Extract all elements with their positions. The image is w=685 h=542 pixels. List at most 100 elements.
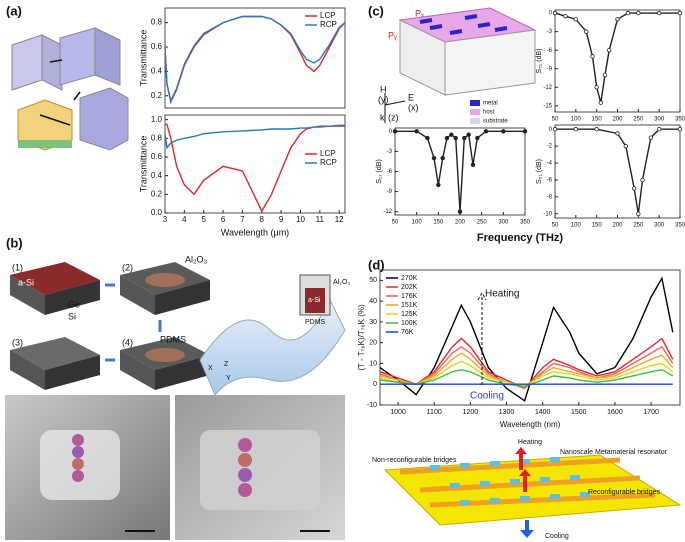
y-tick-label: -10	[367, 402, 377, 409]
x-tick-label: 7	[240, 215, 245, 224]
data-point	[640, 177, 645, 183]
legend-label: 100K	[401, 320, 418, 327]
y-tick-label: 1.0	[151, 115, 163, 124]
x-tick-label: 100	[571, 117, 582, 123]
inset-label: a-Si	[308, 297, 321, 304]
data-point	[615, 17, 620, 22]
period-label: Pₓ	[415, 8, 424, 18]
y-tick-label: 0.8	[151, 18, 163, 27]
data-point	[552, 10, 558, 16]
y-tick-label: 0.2	[151, 91, 163, 100]
y-tick-label: -6	[547, 178, 553, 184]
y-axis-label: Transmittance	[139, 30, 149, 87]
panel-label: (d)	[368, 257, 385, 272]
data-point	[436, 182, 441, 188]
legend-label: RCP	[320, 158, 337, 167]
series-line	[164, 15, 346, 103]
data-point	[590, 54, 595, 59]
x-axis-label: Wavelength (nm)	[500, 420, 561, 429]
data-point	[606, 47, 612, 53]
x-tick-label: 1000	[390, 409, 406, 416]
legend-swatch	[470, 100, 480, 106]
diagram-label: Reconfigurable bridges	[588, 489, 660, 496]
data-point	[483, 129, 489, 134]
x-tick-label: 50	[552, 117, 559, 123]
data-point	[552, 127, 558, 132]
data-point	[573, 127, 579, 132]
x-tick-label: 1700	[643, 409, 659, 416]
field-label: (x)	[408, 102, 419, 112]
x-tick-label: 10	[296, 215, 305, 224]
field-label: H	[380, 84, 387, 94]
data-point	[501, 129, 506, 134]
data-point	[594, 127, 599, 132]
data-point	[563, 13, 568, 19]
material-label: a-Si	[18, 277, 34, 287]
panel-b-illustration: (b) (1) (2) (3) (4) a-Si Al₂O₃ Ge Si PDM…	[5, 235, 350, 540]
y-tick-label: 0	[389, 129, 393, 135]
legend-label: metal	[483, 101, 498, 107]
x-tick-label: 350	[675, 223, 685, 229]
x-axis-label: Frequency (THz)	[477, 232, 564, 244]
x-axis-label: Wavelength (μm)	[221, 227, 289, 237]
diagram-label: Heating	[518, 439, 542, 446]
panel-c-illustration: (c) Pₓ Pᵧ H (y) E (x) k (z) Frequency (T…	[368, 3, 563, 243]
panel-label: (c)	[368, 3, 384, 18]
x-tick-label: 150	[592, 223, 603, 229]
plot-frame	[164, 114, 346, 214]
data-point	[573, 17, 579, 22]
diagram-label: Nanoscale Metamaterial resonator	[560, 449, 668, 456]
y-tick-label: -8	[547, 194, 553, 200]
legend-label: 176K	[401, 293, 418, 300]
y-tick-label: 0.8	[151, 133, 163, 142]
series-line	[164, 125, 345, 150]
series-line	[379, 352, 674, 388]
data-point	[414, 129, 419, 134]
data-point	[444, 135, 450, 141]
y-tick-label: -6	[387, 169, 393, 175]
y-tick-label: 0	[373, 381, 377, 388]
x-tick-label: 200	[612, 223, 623, 229]
y-tick-label: -12	[383, 209, 392, 215]
x-tick-label: 1200	[463, 409, 479, 416]
y-axis-label: S₂₁ (dB)	[536, 49, 543, 74]
data-point	[475, 135, 480, 141]
data-point	[623, 143, 629, 149]
y-tick-label: 30	[369, 319, 377, 326]
plot-frame	[554, 9, 681, 113]
data-point	[648, 135, 654, 140]
data-point	[425, 135, 430, 141]
series-line	[164, 15, 346, 105]
inset-label: Al₂O₃	[333, 279, 350, 286]
y-tick-label: 0.4	[151, 67, 163, 76]
x-tick-label: 100	[412, 220, 423, 226]
axis-label: X	[208, 365, 213, 372]
y-tick-label: -3	[547, 29, 553, 35]
y-tick-label: 0.4	[151, 171, 163, 180]
data-point	[594, 85, 599, 90]
data-point	[631, 186, 637, 191]
data-point	[522, 129, 528, 134]
panel-a-illustration: (a)	[6, 3, 129, 151]
x-tick-label: 200	[455, 220, 466, 226]
annotation: Heating	[485, 289, 519, 300]
x-tick-label: 250	[633, 117, 644, 123]
material-label: PDMS	[160, 334, 186, 344]
material-label: Al₂O₃	[185, 254, 207, 264]
series-line	[555, 128, 680, 214]
data-point	[392, 129, 398, 134]
y-axis-label: S₁₁ (dB)	[376, 159, 383, 184]
y-tick-label: 0.6	[151, 42, 163, 51]
data-point	[470, 162, 476, 168]
step-label: (4)	[122, 337, 133, 347]
legend-label: 270K	[401, 275, 418, 282]
x-tick-label: 1600	[607, 409, 623, 416]
x-tick-label: 150	[433, 220, 444, 226]
y-axis-label: S₂₁ (dB)	[536, 159, 543, 184]
y-axis-label: Transmittance	[139, 136, 149, 193]
field-label: k	[380, 112, 385, 122]
x-tick-label: 12	[335, 215, 344, 224]
data-point	[453, 135, 458, 141]
plot-frame	[164, 7, 346, 109]
y-tick-label: -6	[547, 48, 553, 54]
